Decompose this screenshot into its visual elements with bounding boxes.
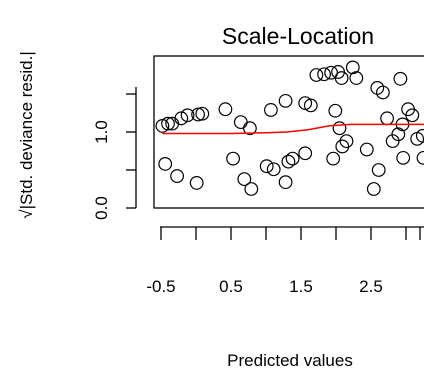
data-point <box>359 142 374 157</box>
y-tick-label: 0.0 <box>92 196 111 220</box>
data-point <box>189 176 204 190</box>
data-point <box>264 103 278 117</box>
data-point <box>370 81 385 95</box>
data-point <box>366 182 381 196</box>
data-point <box>385 134 400 149</box>
data-point <box>345 60 360 75</box>
data-point <box>266 162 281 177</box>
data-point <box>371 163 386 177</box>
data-point <box>180 108 195 123</box>
data-point <box>405 108 420 123</box>
data-point <box>281 154 296 169</box>
data-point <box>174 111 189 126</box>
data-point <box>233 115 248 130</box>
data-point <box>393 71 408 86</box>
y-tick-label: 1.0 <box>92 120 111 144</box>
data-point <box>335 139 350 154</box>
data-point <box>334 71 349 85</box>
points-layer <box>155 60 424 196</box>
data-point <box>242 121 257 136</box>
data-point <box>328 103 343 118</box>
data-point <box>326 151 341 166</box>
data-point <box>237 172 252 187</box>
data-point <box>191 107 206 122</box>
data-point <box>396 150 411 165</box>
data-point <box>332 121 347 136</box>
data-point <box>285 151 300 166</box>
data-point <box>416 150 424 165</box>
data-point <box>170 169 185 183</box>
plot-frame <box>153 55 424 209</box>
data-point <box>376 85 390 100</box>
x-tick-label: 1.5 <box>289 277 313 296</box>
x-tick-label: -0.5 <box>146 277 175 296</box>
data-point <box>244 182 259 196</box>
smoother-line <box>162 123 424 135</box>
data-point <box>415 128 424 143</box>
x-axis-label: Predicted values <box>227 351 353 370</box>
data-point <box>158 157 173 171</box>
data-point <box>259 159 274 174</box>
data-point <box>303 98 318 113</box>
data-point <box>349 71 364 85</box>
data-point <box>195 106 210 121</box>
data-point <box>218 102 233 117</box>
data-point <box>298 146 313 161</box>
data-point <box>226 151 241 166</box>
data-point <box>309 68 324 82</box>
data-point <box>317 67 332 82</box>
data-point <box>161 116 175 131</box>
data-point <box>278 175 293 190</box>
data-point <box>278 93 293 108</box>
y-axis-label: √|Std. deviance resid.| <box>17 51 36 218</box>
chart-title: Scale-Location <box>222 23 374 49</box>
x-tick-label: 2.5 <box>359 277 383 296</box>
x-tick-label: 0.5 <box>219 277 243 296</box>
data-point <box>380 111 395 126</box>
